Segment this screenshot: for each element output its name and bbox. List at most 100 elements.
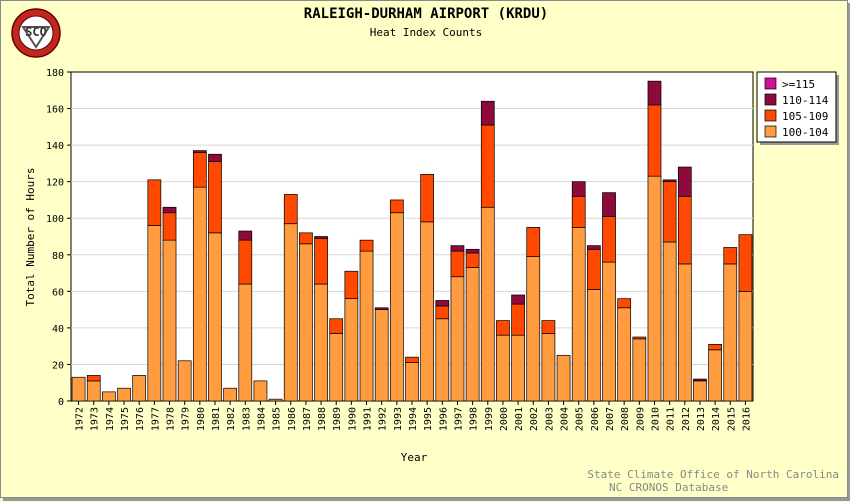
bar-2011-110-114	[662, 179, 677, 183]
x-tick-label: 2001	[514, 407, 525, 431]
bar-2013-110-114	[693, 378, 707, 382]
x-tick-label: 1976	[135, 407, 146, 431]
x-tick-label: 1986	[287, 407, 298, 431]
x-tick-label: 1982	[226, 407, 237, 431]
x-tick-label: 2002	[529, 407, 540, 431]
x-tick-label: 1997	[453, 407, 464, 431]
x-tick-label: 1984	[256, 407, 267, 431]
x-tick-label: 1972	[75, 407, 86, 431]
bar-1975-100-104	[117, 387, 131, 402]
sco-logo: SCO	[11, 8, 61, 58]
x-tick-label: 2013	[696, 407, 707, 431]
bar-1978-110-114	[162, 206, 177, 214]
x-tick-label: 2015	[726, 407, 737, 431]
legend-label: 100-104	[782, 126, 829, 139]
y-tick-label: 60	[52, 287, 64, 298]
x-tick-label: 2004	[560, 407, 571, 431]
bar-1981-100-104	[208, 232, 222, 402]
y-tick-label: 20	[52, 360, 64, 371]
bar-1982-100-104	[223, 387, 238, 402]
bar-1981-110-114	[208, 153, 222, 162]
bar-1986-100-104	[283, 223, 298, 402]
x-tick-label: 1999	[484, 407, 495, 431]
legend-swatch	[764, 125, 777, 138]
bar-1978-100-104	[162, 239, 177, 402]
x-tick-label: 1998	[469, 407, 480, 431]
bar-1981-105-109	[208, 161, 222, 234]
bar-2002-100-104	[526, 256, 541, 402]
bar-1998-110-114	[465, 248, 480, 254]
x-tick-label: 2009	[635, 407, 646, 431]
bar-2005-100-104	[571, 227, 586, 402]
bar-1986-105-109	[283, 194, 298, 225]
bar-1991-105-109	[359, 239, 374, 252]
x-tick-label: 2006	[590, 407, 601, 431]
x-tick-label: 1992	[378, 407, 389, 431]
x-tick-label: 1993	[393, 407, 404, 431]
bar-1999-105-109	[480, 124, 495, 208]
bar-1999-110-114	[480, 100, 495, 126]
bar-1994-100-104	[405, 362, 419, 402]
bar-1998-105-109	[465, 252, 480, 268]
bar-2014-105-109	[708, 343, 722, 351]
y-tick-label: 40	[52, 324, 64, 335]
bar-2013-100-104	[693, 380, 707, 402]
bar-1996-105-109	[435, 305, 450, 320]
bar-1988-110-114	[314, 236, 328, 239]
bar-2012-105-109	[677, 195, 692, 265]
bar-1989-100-104	[329, 333, 344, 402]
bar-1983-105-109	[238, 239, 253, 285]
bar-2003-100-104	[541, 333, 556, 402]
bar-1988-100-104	[314, 283, 328, 402]
bar-1985-100-104	[268, 398, 283, 402]
bar-1997-110-114	[450, 245, 465, 252]
x-tick-label: 2007	[605, 407, 616, 431]
bar-1973-105-109	[86, 375, 101, 382]
y-tick-label: 180	[46, 68, 64, 79]
bar-2005-110-114	[571, 181, 586, 197]
bar-2012-110-114	[677, 166, 692, 197]
x-tick-label: 2010	[650, 407, 661, 431]
bar-2003-105-109	[541, 320, 556, 334]
y-tick-label: 0	[58, 397, 64, 408]
bar-1979-100-104	[177, 360, 192, 402]
legend-label: 110-114	[782, 94, 829, 107]
bar-2005-105-109	[571, 195, 586, 228]
credit-line-1: State Climate Office of North Carolina	[587, 468, 839, 481]
bar-2011-105-109	[662, 181, 677, 243]
bar-2004-100-104	[556, 354, 571, 402]
x-tick-label: 1983	[241, 407, 252, 431]
bar-2016-105-109	[738, 234, 753, 292]
bar-1995-105-109	[420, 174, 435, 223]
bar-1973-100-104	[86, 380, 101, 402]
bar-1996-110-114	[435, 300, 450, 307]
bar-1977-100-104	[147, 225, 162, 402]
bar-1987-100-104	[299, 243, 313, 402]
bar-2001-100-104	[511, 334, 525, 402]
bar-1977-105-109	[147, 179, 162, 226]
legend-swatch	[764, 77, 777, 90]
bar-2001-105-109	[511, 303, 525, 336]
x-tick-label: 2011	[666, 407, 677, 431]
x-tick-label: 1995	[423, 407, 434, 431]
bar-2000-105-109	[496, 320, 510, 336]
x-tick-label: 2016	[741, 407, 752, 431]
legend-label: 105-109	[782, 110, 828, 123]
bar-2006-110-114	[586, 245, 601, 250]
x-tick-label: 1987	[302, 407, 313, 431]
bar-1980-100-104	[192, 186, 207, 402]
bar-1998-100-104	[465, 267, 480, 402]
x-tick-label: 2005	[575, 407, 586, 431]
bar-1983-110-114	[238, 230, 253, 241]
chart-subtitle: Heat Index Counts	[370, 26, 483, 39]
bar-2006-100-104	[586, 289, 601, 402]
bar-1989-105-109	[329, 318, 344, 334]
bar-1983-100-104	[238, 283, 253, 402]
x-tick-label: 1981	[211, 407, 222, 431]
x-tick-label: 1979	[181, 407, 192, 431]
bar-2007-100-104	[602, 261, 616, 402]
legend: >=115 110-114 105-109 100-104	[756, 71, 839, 145]
x-tick-label: 1985	[272, 407, 283, 431]
bar-2002-105-109	[526, 227, 541, 257]
